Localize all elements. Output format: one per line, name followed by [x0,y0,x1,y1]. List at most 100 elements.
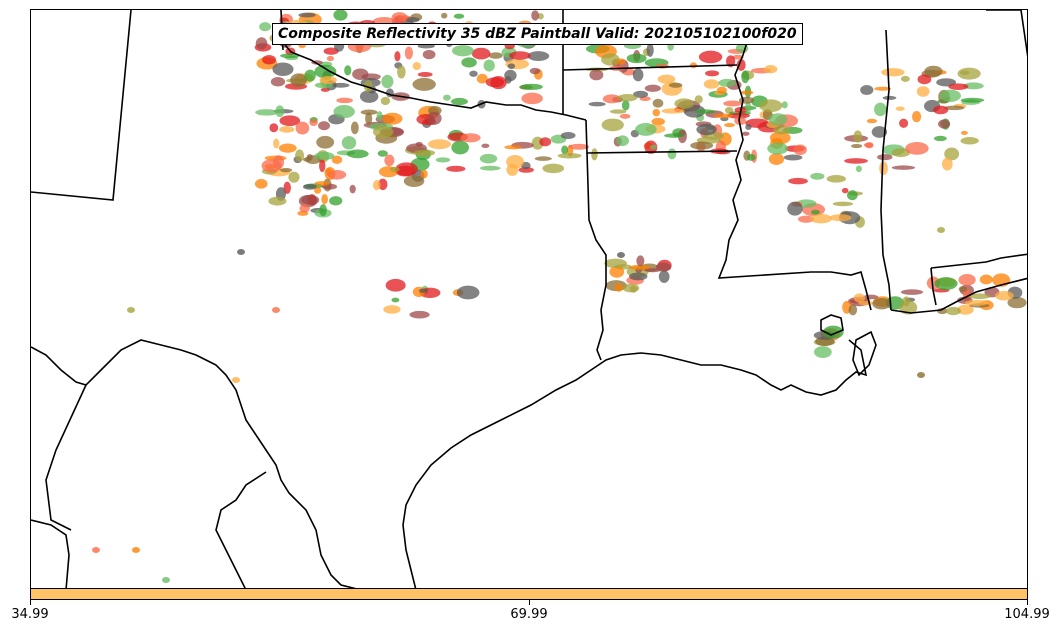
reflectivity-paintball-cell [872,297,891,310]
reflectivity-paintball-cell [418,288,428,293]
reflectivity-paintball-cell [783,154,803,161]
reflectivity-paintball-cell [471,47,491,60]
colorbar-tick [1027,600,1028,605]
state-border [31,10,132,201]
reflectivity-paintball-cell [628,272,648,281]
reflectivity-paintball-cell [529,67,541,75]
reflectivity-paintball-cell [295,121,310,135]
reflectivity-paintball-cell [557,153,582,159]
reflectivity-paintball-cell [384,154,395,167]
reflectivity-paintball-cell [948,83,969,90]
reflectivity-paintball-cell [453,13,465,19]
reflectivity-paintball-cell [485,77,505,88]
reflectivity-paintball-cell [602,94,621,104]
reflectivity-paintball-cell [609,266,625,278]
reflectivity-paintball-cell [378,178,388,191]
state-border [880,29,892,311]
reflectivity-paintball-cell [341,136,357,150]
reflectivity-paintball-cell [420,169,428,179]
reflectivity-paintball-cell [456,285,480,300]
reflectivity-paintball-cell [994,291,1014,301]
reflectivity-paintball-cell [537,13,544,20]
reflectivity-paintball-cell [373,179,381,191]
reflectivity-paintball-cell [945,306,961,316]
reflectivity-paintball-cell [352,68,369,80]
reflectivity-paintball-cell [441,12,448,19]
reflectivity-paintball-cell [319,76,337,85]
reflectivity-paintball-cell [504,69,517,82]
reflectivity-paintball-cell [319,159,326,173]
reflectivity-paintball-cell [360,109,378,115]
reflectivity-paintball-cell [716,86,727,94]
reflectivity-paintball-cell [649,144,657,150]
reflectivity-paintball-cell [773,125,790,135]
reflectivity-paintball-cell [601,118,624,132]
reflectivity-paintball-cell [412,77,436,91]
reflectivity-paintball-cell [723,100,742,107]
reflectivity-paintball-cell [718,78,736,87]
reflectivity-paintball-cell [661,108,685,114]
reflectivity-paintball-cell [376,111,383,121]
reflectivity-paintball-cell [443,94,451,101]
reflectivity-paintball-cell [304,69,316,82]
reflectivity-paintball-cell [321,193,328,205]
reflectivity-paintball-cell [960,130,968,135]
reflectivity-paintball-cell [278,143,297,153]
state-border [562,64,738,71]
colorbar-tick-label-max: 104.99 [1004,607,1050,622]
reflectivity-paintball-cell [531,10,539,21]
reflectivity-paintball-cell [349,184,356,194]
reflectivity-paintball-cell [237,249,245,255]
reflectivity-paintball-cell [488,52,503,59]
reflectivity-paintball-cell [703,79,720,89]
reflectivity-paintball-cell [288,171,300,183]
reflectivity-paintball-cell [331,155,343,165]
reflectivity-paintball-cell [905,142,929,155]
map-canvas [31,10,1027,588]
reflectivity-paintball-cell [741,131,750,136]
reflectivity-paintball-cell [933,105,949,115]
reflectivity-paintball-cell [417,72,433,77]
reflectivity-paintball-cell [518,167,534,173]
reflectivity-paintball-cell [767,142,789,155]
reflectivity-paintball-cell [724,123,735,128]
reflectivity-paintball-cell [469,70,478,77]
reflectivity-paintball-cell [793,144,807,155]
reflectivity-paintball-cell [617,93,638,102]
reflectivity-paintball-cell [520,83,543,91]
reflectivity-paintball-cell [255,37,268,50]
colorbar-tick-label-mid: 69.99 [510,607,548,622]
reflectivity-paintball-cell [403,175,425,187]
reflectivity-paintball-cell [899,300,918,315]
reflectivity-paintball-cell [460,133,481,143]
reflectivity-paintball-cell [591,148,598,161]
reflectivity-paintball-cell [841,187,849,194]
reflectivity-paintball-cell [309,118,318,126]
reflectivity-paintball-cell [874,86,892,91]
reflectivity-paintball-cell [626,53,647,64]
reflectivity-paintball-cell [302,157,312,162]
reflectivity-paintball-cell [346,149,369,159]
reflectivity-paintball-cell [787,201,803,216]
reflectivity-paintball-cell [452,45,474,57]
reflectivity-paintball-cell [944,147,960,161]
reflectivity-paintball-cell [664,133,685,138]
reflectivity-paintball-cell [314,181,330,186]
reflectivity-paintball-cell [504,145,522,150]
reflectivity-paintball-cell [273,155,285,170]
reflectivity-paintball-cell [874,102,887,117]
map-title: Composite Reflectivity 35 dBZ Paintball … [272,23,803,45]
reflectivity-paintball-cell [295,149,305,162]
reflectivity-paintball-cell [268,196,287,206]
reflectivity-paintball-cell [483,59,495,72]
reflectivity-paintball-cell [534,156,552,161]
reflectivity-paintball-cell [957,304,974,315]
reflectivity-paintball-cell [713,113,733,119]
reflectivity-paintball-cell [280,168,293,173]
reflectivity-paintball-cell [871,126,888,138]
reflectivity-paintball-cell [381,74,394,89]
reflectivity-paintball-cell [658,270,670,283]
reflectivity-paintball-cell [900,75,910,82]
reflectivity-paintball-cell [917,372,925,378]
reflectivity-paintball-cell [912,111,922,123]
